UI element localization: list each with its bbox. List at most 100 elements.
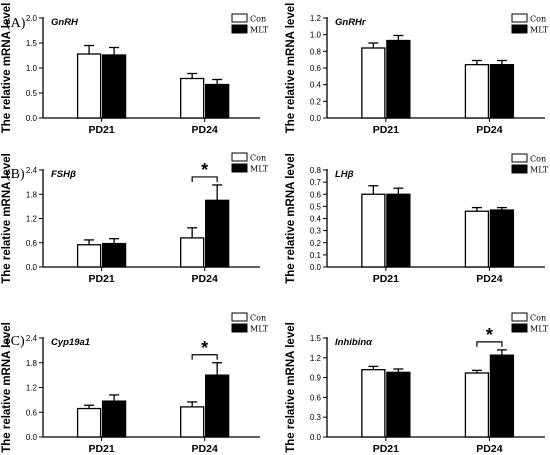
bar-mlt-pd21 [101,54,127,119]
y-tick-label: 0.3 [310,413,322,422]
y-tick-label: 1.0 [310,31,322,40]
legend-label-con: Con [530,314,546,323]
gene-label: Inhibinα [335,337,373,348]
legend-label-con: Con [250,154,266,163]
panel-4: 0.0 0.1 0.2 0.3 0.4 0.5 0.6 0.7 0.8 The relative … [285,153,549,285]
legend-label-con: Con [530,15,546,24]
bar-mlt-pd24 [489,354,515,438]
legend-swatch-con [231,13,248,23]
bar-con-pd21 [361,369,386,438]
y-tick-label: 0.1 [310,251,322,260]
y-tick-label: 0.0 [26,114,38,123]
y-axis-title: The relative mRNA level [285,153,297,284]
y-tick-label: 0.2 [310,239,322,248]
bar-con-pd24 [464,372,490,438]
bar-mlt-pd21 [386,39,411,119]
legend-swatch-con [231,312,248,322]
y-tick-label: 0.7 [310,178,322,187]
section-label-c: (C) [6,334,25,349]
y-tick-label: 0.5 [26,89,38,98]
gene-label: FSHβ [51,169,76,180]
y-tick-label: 0.0 [26,433,38,442]
bar-mlt-pd21 [101,242,127,268]
panel-6: 0.0 0.3 0.6 0.9 1.2 1.5 The relative mRNA leve… [285,312,549,455]
y-tick-label: 0.8 [310,166,322,175]
panel-3: 0.0 0.6 1.2 1.8 2.4 The relative mRNA level FS… [1,152,269,285]
legend-label-con: Con [530,155,546,164]
legend-label-mlt: MLT [530,26,549,35]
y-tick-label: 2.4 [26,166,38,175]
legend-swatch-mlt [511,24,528,34]
y-tick-label: 0.6 [310,393,322,402]
x-tick-label: PD24 [476,273,502,285]
y-tick-label: 1.0 [26,64,38,73]
x-tick-label: PD21 [88,443,114,455]
significance-star: * [201,160,208,180]
y-tick-label: 0.0 [310,433,322,442]
y-tick-label: 1.5 [26,39,38,48]
legend-label-mlt: MLT [530,166,549,175]
legend-swatch-con [511,312,528,322]
y-tick-label: 0.6 [310,190,322,199]
y-axis-title: The relative mRNA level [1,322,13,453]
x-tick-label: PD21 [373,443,399,455]
legend-swatch-mlt [231,24,248,34]
y-tick-label: 2.4 [26,334,38,343]
gene-label: GnRHr [335,17,367,28]
panels: 0.0 0.5 1.0 1.5 2.0 The relative mRNA level Gn… [1,3,549,455]
legend-label-mlt: MLT [250,26,269,35]
x-tick-label: PD24 [476,443,502,455]
x-tick-label: PD21 [88,273,114,285]
bar-con-pd24 [180,406,205,438]
significance-bracket [191,176,218,182]
bar-con-pd21 [361,47,386,119]
y-axis-title: The relative mRNA level [1,153,13,284]
y-tick-label: 0.5 [310,202,322,211]
y-tick-label: 0.6 [26,239,38,248]
significance-bracket [476,341,503,347]
x-tick-label: PD24 [192,273,218,285]
bar-con-pd21 [76,407,102,438]
legend-swatch-con [231,152,248,162]
legend-label-mlt: MLT [530,325,549,334]
y-tick-label: 0.9 [310,374,322,383]
legend-swatch-mlt [231,163,248,173]
x-tick-label: PD24 [476,124,502,136]
y-axis-title: The relative mRNA level [285,322,297,453]
y-tick-label: 0.8 [310,47,322,56]
y-tick-label: 1.2 [26,215,38,224]
significance-star: * [201,338,208,358]
significance-star: * [486,325,493,345]
bar-mlt-pd24 [205,374,230,438]
bar-mlt-pd21 [386,371,411,438]
y-tick-label: 0.0 [310,114,322,123]
bar-con-pd21 [76,244,102,268]
gene-label: Cyp19a1 [51,337,90,348]
bar-mlt-pd24 [205,83,230,119]
x-tick-label: PD21 [373,273,399,285]
x-tick-label: PD21 [373,124,399,136]
panel-2: 0.0 0.2 0.4 0.6 0.8 1.0 1.2 The relative mRNA l… [285,3,549,136]
bar-mlt-pd24 [489,64,515,119]
bar-mlt-pd21 [386,193,411,268]
panel-5: 0.0 0.6 1.2 1.8 2.4 The relative mRNA level Cy… [1,312,269,455]
legend-label-mlt: MLT [250,325,269,334]
panel-1: 0.0 0.5 1.0 1.5 2.0 The relative mRNA level Gn… [1,3,269,136]
legend-label-mlt: MLT [250,165,269,174]
y-tick-label: 0.3 [310,227,322,236]
y-tick-label: 0.4 [310,215,322,224]
bar-con-pd21 [361,193,386,268]
bar-con-pd24 [464,210,490,268]
x-tick-label: PD21 [88,124,114,136]
y-tick-label: 1.5 [310,334,322,343]
y-tick-label: 1.2 [26,384,38,393]
y-tick-label: 0.0 [310,263,322,272]
section-label-a: (A) [6,16,26,31]
legend-swatch-mlt [231,323,248,333]
y-axis-title: The relative mRNA level [1,3,13,134]
legend-swatch-mlt [511,323,528,333]
bar-con-pd24 [464,64,490,119]
x-tick-label: PD24 [192,124,218,136]
y-tick-label: 2.0 [26,14,38,23]
